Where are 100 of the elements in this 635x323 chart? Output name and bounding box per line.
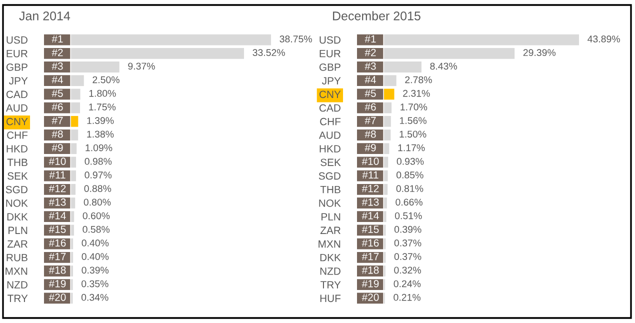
annotation: #16 bbox=[48, 239, 66, 247]
y-tick-label: ZAR bbox=[7, 240, 28, 248]
y-tick-label: DKK bbox=[7, 213, 28, 220]
data-label: 0.97% bbox=[84, 172, 112, 178]
y-tick-label: NZD bbox=[7, 281, 28, 288]
y-tick-label: USD bbox=[320, 36, 340, 44]
data-label: 1.17% bbox=[398, 144, 425, 152]
y-tick-label: AUD bbox=[6, 104, 28, 112]
annotation: #2 bbox=[52, 48, 63, 56]
data-label: 0.93% bbox=[396, 158, 424, 165]
y-tick-label: THB bbox=[7, 158, 28, 166]
annotation: #18 bbox=[362, 266, 379, 274]
y-tick-label: CHF bbox=[7, 132, 28, 139]
y-tick-label: PLN bbox=[8, 226, 28, 234]
y-tick-label: CAD bbox=[319, 104, 340, 112]
data-label: 1.50% bbox=[400, 130, 426, 138]
data-label: 0.37% bbox=[394, 253, 422, 260]
annotation: #8 bbox=[52, 130, 63, 138]
y-tick-label: DKK bbox=[320, 254, 341, 262]
data-label: 0.88% bbox=[84, 185, 112, 192]
y-tick-label: SGD bbox=[6, 186, 28, 194]
bar bbox=[384, 198, 387, 208]
data-label: 0.66% bbox=[396, 198, 422, 206]
data-label: 1.38% bbox=[87, 130, 114, 138]
y-tick-label: CAD bbox=[6, 90, 28, 98]
annotation: #3 bbox=[52, 62, 63, 70]
annotation: #10 bbox=[362, 158, 379, 165]
annotation: #20 bbox=[48, 294, 66, 301]
data-label: 0.81% bbox=[396, 185, 424, 192]
data-label: 0.60% bbox=[82, 212, 110, 220]
annotation: #4 bbox=[52, 76, 63, 84]
data-label: 0.40% bbox=[82, 240, 109, 246]
data-label: 38.75% bbox=[280, 36, 312, 42]
y-tick-label: CNY bbox=[319, 90, 341, 98]
annotation: #7 bbox=[364, 116, 376, 124]
annotation: #10 bbox=[48, 158, 66, 165]
y-tick-label: NZD bbox=[320, 268, 340, 275]
bar bbox=[71, 224, 74, 236]
bar bbox=[384, 156, 388, 168]
annotation: #6 bbox=[364, 103, 376, 111]
y-tick-label: THB bbox=[320, 186, 340, 194]
data-label: 1.70% bbox=[400, 104, 428, 110]
data-label: 0.85% bbox=[396, 172, 424, 178]
annotation: #13 bbox=[362, 198, 379, 206]
bar bbox=[71, 156, 76, 168]
annotation: #4 bbox=[364, 76, 376, 84]
y-tick-label: ZAR bbox=[320, 226, 340, 234]
annotation: #6 bbox=[52, 103, 63, 111]
annotation: #14 bbox=[362, 212, 379, 220]
annotation: #5 bbox=[52, 90, 63, 97]
data-label: 0.34% bbox=[81, 294, 108, 301]
annotation: #7 bbox=[52, 116, 63, 124]
y-tick-label: AUD bbox=[318, 132, 340, 139]
data-label: 0.80% bbox=[84, 198, 111, 206]
y-tick-label: NOK bbox=[319, 200, 341, 207]
bar bbox=[384, 143, 390, 154]
data-label: 0.32% bbox=[394, 266, 421, 274]
annotation: #1 bbox=[52, 35, 63, 42]
data-label: 1.39% bbox=[87, 117, 114, 124]
annotation: #9 bbox=[364, 144, 376, 152]
y-tick-label: HKD bbox=[320, 145, 340, 152]
bar bbox=[71, 130, 78, 140]
y-tick-label: SEK bbox=[8, 172, 28, 180]
annotation: #11 bbox=[362, 171, 378, 178]
bar bbox=[71, 170, 76, 182]
y-tick-label: NOK bbox=[6, 200, 28, 207]
chart-title: December 2015 bbox=[333, 11, 420, 20]
data-label: 0.39% bbox=[394, 226, 422, 233]
bar bbox=[71, 116, 78, 127]
data-label: 2.31% bbox=[403, 90, 430, 97]
annotation: #11 bbox=[49, 171, 66, 178]
bar bbox=[384, 102, 392, 114]
data-label: 0.98% bbox=[84, 158, 112, 165]
bar bbox=[71, 211, 74, 222]
y-tick-label: SEK bbox=[320, 158, 341, 166]
bar bbox=[71, 198, 76, 208]
data-label: 8.43% bbox=[430, 62, 458, 70]
bar bbox=[384, 170, 388, 182]
y-tick-label: HUF bbox=[320, 294, 341, 302]
data-label: 1.75% bbox=[89, 104, 116, 110]
y-tick-label: TRY bbox=[320, 281, 341, 288]
annotation: #9 bbox=[52, 144, 63, 152]
y-tick-label: TRY bbox=[8, 294, 28, 302]
y-tick-label: CHF bbox=[320, 118, 341, 126]
y-tick-label: GBP bbox=[319, 64, 340, 71]
y-tick-label: SGD bbox=[318, 172, 340, 180]
annotation: #18 bbox=[48, 266, 66, 274]
bar bbox=[384, 130, 391, 140]
annotation: #16 bbox=[362, 239, 379, 247]
data-label: 9.37% bbox=[128, 62, 155, 70]
annotation: #17 bbox=[48, 252, 66, 260]
chart-title: Jan 2014 bbox=[19, 12, 70, 20]
annotation: #15 bbox=[48, 226, 66, 233]
data-label: 43.89% bbox=[588, 36, 620, 42]
data-label: 33.52% bbox=[252, 49, 285, 56]
bar bbox=[71, 143, 77, 154]
y-tick-label: JPY bbox=[9, 77, 28, 84]
data-label: 2.50% bbox=[92, 76, 120, 84]
data-label: 0.39% bbox=[82, 266, 109, 274]
y-tick-label: JPY bbox=[322, 77, 341, 84]
